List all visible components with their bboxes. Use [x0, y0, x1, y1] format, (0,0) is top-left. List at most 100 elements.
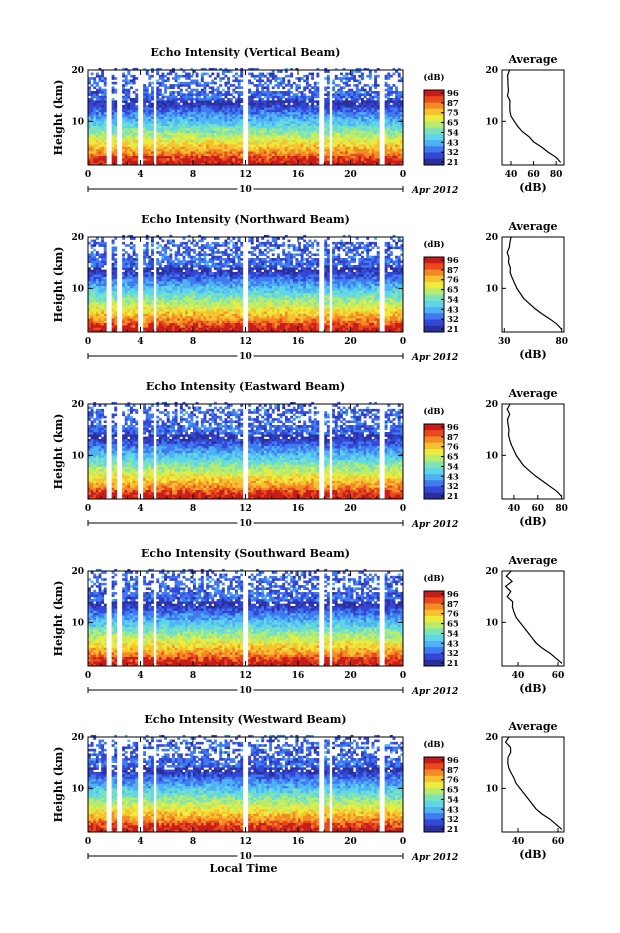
- heatmap-cell: [127, 142, 130, 145]
- heatmap-cell: [130, 263, 133, 266]
- heatmap-cell: [196, 153, 199, 156]
- heatmap-cell: [169, 91, 172, 94]
- heatmap-cell: [369, 107, 372, 110]
- heatmap-cell: [335, 107, 338, 110]
- heatmap-cell: [164, 325, 167, 328]
- heatmap-cell: [248, 135, 251, 138]
- heatmap-cell: [219, 133, 222, 136]
- heatmap-cell: [162, 314, 165, 317]
- heatmap-cell: [114, 128, 117, 131]
- heatmap-cell: [298, 140, 301, 143]
- heatmap-cell: [177, 318, 180, 321]
- heatmap-cell: [387, 96, 390, 99]
- heatmap-cell: [274, 130, 277, 133]
- heatmap-cell: [353, 126, 356, 129]
- heatmap-cell: [162, 286, 165, 289]
- heatmap-cell: [112, 105, 115, 108]
- heatmap-cell: [222, 110, 225, 113]
- heatmap-cell: [127, 121, 130, 124]
- heatmap-cell: [198, 156, 201, 159]
- heatmap-cell: [385, 103, 388, 106]
- heatmap-cell: [211, 73, 214, 76]
- heatmap-cell: [198, 135, 201, 138]
- heatmap-cell: [282, 121, 285, 124]
- heatmap-cell: [267, 110, 270, 113]
- heatmap-cell: [235, 126, 238, 129]
- heatmap-cell: [301, 156, 304, 159]
- heatmap-cell: [135, 281, 138, 284]
- heatmap-cell: [369, 151, 372, 154]
- heatmap-cell: [351, 135, 354, 138]
- heatmap-cell: [335, 121, 338, 124]
- heatmap-cell: [99, 126, 102, 129]
- heatmap-cell: [374, 149, 377, 152]
- heatmap-cell: [143, 325, 146, 328]
- heatmap-cell: [180, 147, 183, 150]
- heatmap-cell: [374, 142, 377, 145]
- heatmap-cell: [398, 149, 401, 152]
- heatmap-cell: [343, 128, 346, 131]
- heatmap-cell: [93, 103, 96, 106]
- heatmap-cell: [256, 89, 259, 92]
- heatmap-cell: [148, 93, 151, 96]
- heatmap-cell: [353, 121, 356, 124]
- heatmap-cell: [162, 80, 165, 83]
- heatmap-cell: [104, 119, 107, 122]
- heatmap-cell: [156, 112, 159, 115]
- heatmap-cell: [364, 91, 367, 94]
- heatmap-cell: [314, 123, 317, 126]
- heatmap-cell: [209, 160, 212, 163]
- heatmap-cell: [91, 325, 94, 328]
- heatmap-cell: [135, 151, 138, 154]
- heatmap-cell: [298, 105, 301, 108]
- heatmap-cell: [164, 267, 167, 270]
- heatmap-cell: [219, 119, 222, 122]
- heatmap-cell: [324, 140, 327, 143]
- heatmap-cell: [374, 80, 377, 83]
- heatmap-cell: [214, 82, 217, 85]
- heatmap-cell: [232, 103, 235, 106]
- heatmap-cell: [175, 149, 178, 152]
- heatmap-cell: [93, 105, 96, 108]
- heatmap-cell: [151, 103, 154, 106]
- heatmap-cell: [274, 140, 277, 143]
- heatmap-cell: [130, 80, 133, 83]
- heatmap-cell: [398, 73, 401, 76]
- heatmap-cell: [269, 153, 272, 156]
- heatmap-cell: [101, 151, 104, 154]
- heatmap-cell: [180, 307, 183, 310]
- heatmap-cell: [112, 112, 115, 115]
- heatmap-cell: [159, 100, 162, 103]
- heatmap-cell: [204, 110, 207, 113]
- heatmap-cell: [130, 320, 133, 323]
- heatmap-cell: [183, 293, 186, 296]
- heatmap-cell: [135, 314, 138, 317]
- heatmap-cell: [162, 318, 165, 321]
- heatmap-cell: [369, 160, 372, 163]
- heatmap-cell: [340, 110, 343, 113]
- heatmap-cell: [259, 84, 262, 87]
- heatmap-cell: [177, 244, 180, 247]
- heatmap-cell: [127, 297, 130, 300]
- heatmap-cell: [162, 300, 165, 303]
- heatmap-cell: [374, 91, 377, 94]
- heatmap-cell: [196, 128, 199, 131]
- heatmap-cell: [190, 126, 193, 129]
- heatmap-cell: [99, 253, 102, 256]
- heatmap-cell: [327, 91, 330, 94]
- heatmap-cell: [274, 137, 277, 140]
- heatmap-cell: [135, 325, 138, 328]
- heatmap-cell: [256, 75, 259, 78]
- heatmap-cell: [164, 119, 167, 122]
- heatmap-cell: [351, 119, 354, 122]
- heatmap-cell: [104, 325, 107, 328]
- heatmap-cell: [177, 283, 180, 286]
- heatmap-cell: [353, 144, 356, 147]
- heatmap-cell: [146, 144, 149, 147]
- heatmap-cell: [135, 123, 138, 126]
- heatmap-cell: [164, 80, 167, 83]
- heatmap-cell: [290, 112, 293, 115]
- heatmap-cell: [193, 103, 196, 106]
- heatmap-cell: [393, 121, 396, 124]
- heatmap-cell: [267, 130, 270, 133]
